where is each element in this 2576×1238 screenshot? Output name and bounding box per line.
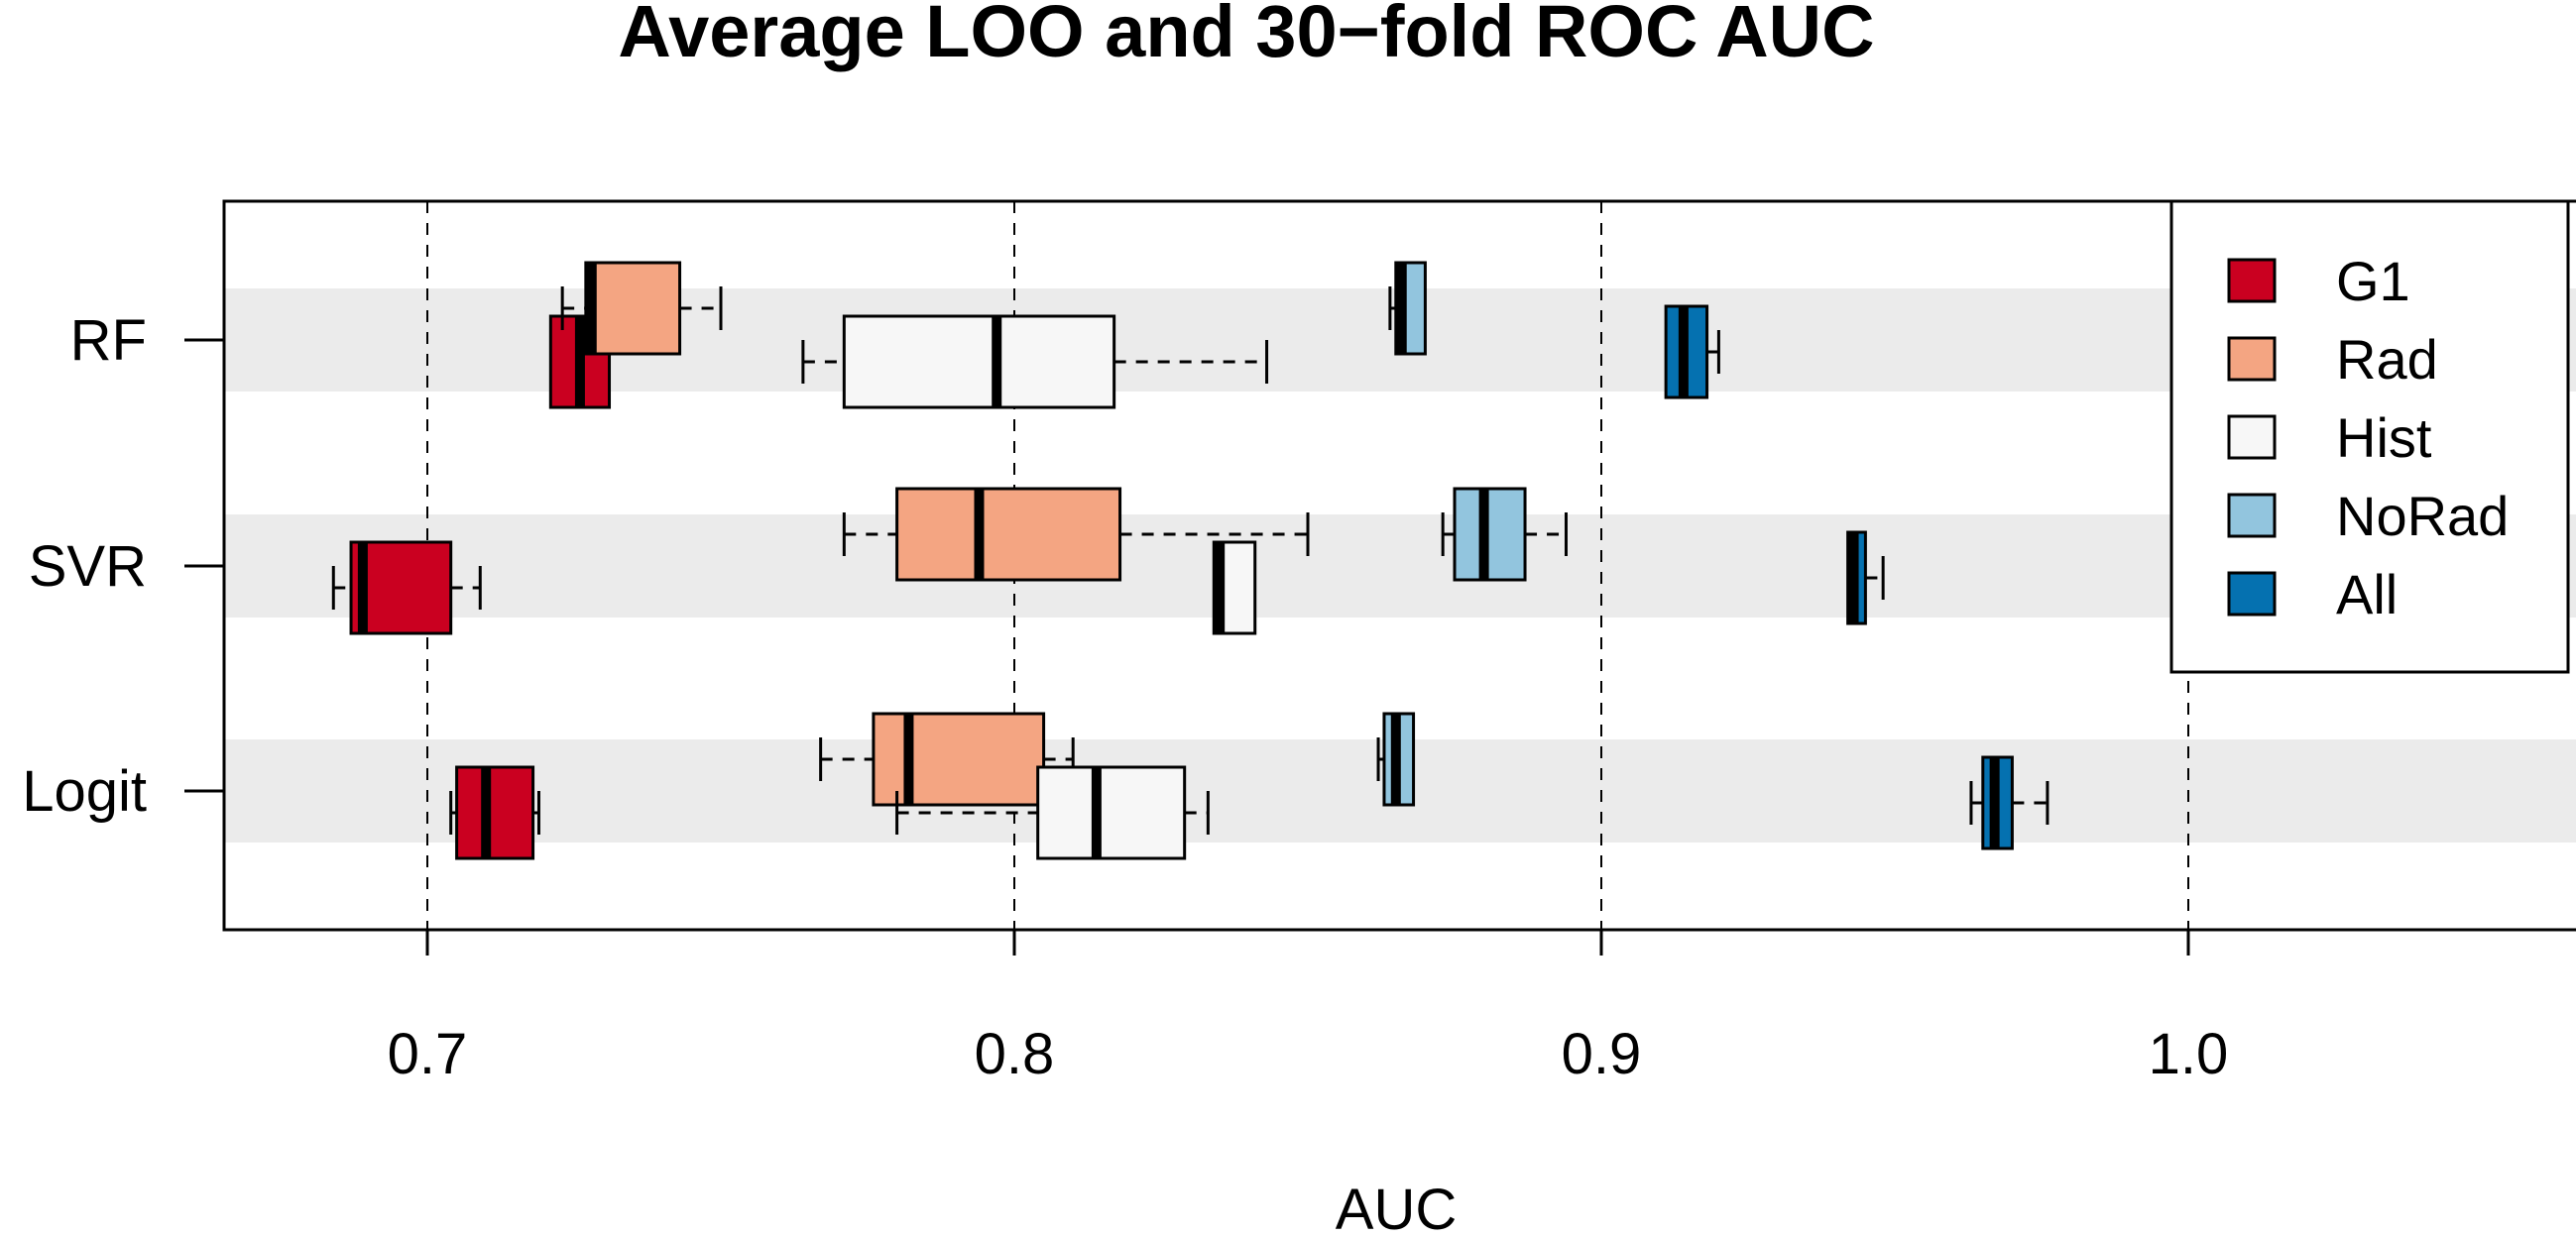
legend-swatch-g1: [2227, 258, 2277, 303]
legend-swatch-all: [2227, 571, 2277, 617]
chart-title: Average LOO and 30−fold ROC AUC: [618, 0, 1874, 72]
legend-label-g1: G1: [2336, 250, 2410, 312]
xtick-label-0.8: 0.8: [975, 1022, 1055, 1086]
legend-swatch-norad: [2227, 493, 2277, 538]
boxplot-hist-rf: [801, 314, 1269, 409]
legend: G1 Rad Hist NoRad All: [2169, 199, 2570, 674]
xtick-label-0.7: 0.7: [388, 1022, 468, 1086]
boxplot-all-logit: [1969, 755, 2049, 850]
box-g1-logit: [455, 765, 535, 860]
legend-label-norad: NoRad: [2336, 485, 2509, 547]
xtick-label-0.9: 0.9: [1562, 1022, 1642, 1086]
box-rad-svr: [895, 487, 1122, 582]
ytick-label-rf: RF: [70, 308, 147, 373]
boxplot-norad-svr: [1441, 487, 1568, 582]
x-axis-label: AUC: [1336, 1178, 1457, 1238]
boxplot-norad-logit: [1376, 712, 1416, 807]
x-axis: 0.7 0.8 0.9 1.0: [388, 930, 2229, 1086]
boxplots: [331, 261, 2049, 860]
boxplot-g1-svr: [331, 540, 482, 635]
boxplot-rad-svr: [842, 487, 1310, 582]
boxplot-rad-rf: [560, 261, 723, 356]
box-norad-svr: [1453, 487, 1527, 582]
legend-label-rad: Rad: [2336, 328, 2438, 391]
boxplot-g1-logit: [449, 765, 540, 860]
boxplot-hist-logit: [895, 765, 1210, 860]
legend-swatch-hist: [2227, 414, 2277, 460]
boxplot-all-rf: [1664, 304, 1720, 399]
box-hist-rf: [842, 314, 1116, 409]
box-rad-rf: [584, 261, 682, 356]
ytick-label-logit: Logit: [22, 759, 147, 824]
y-axis: RF SVR Logit: [22, 308, 224, 824]
boxplot-all-svr: [1846, 530, 1885, 625]
boxplot-g1-rf: [548, 314, 612, 409]
xtick-label-1.0: 1.0: [2149, 1022, 2229, 1086]
legend-label-hist: Hist: [2336, 406, 2432, 469]
box-rad-logit: [872, 712, 1046, 807]
legend-label-all: All: [2336, 563, 2398, 625]
boxplot-hist-svr: [1212, 540, 1257, 635]
legend-swatch-rad: [2227, 336, 2277, 382]
boxplot-rad-logit: [819, 712, 1075, 807]
boxplot-norad-rf: [1388, 261, 1427, 356]
box-hist-logit: [1036, 765, 1187, 860]
ytick-label-svr: SVR: [29, 534, 147, 599]
